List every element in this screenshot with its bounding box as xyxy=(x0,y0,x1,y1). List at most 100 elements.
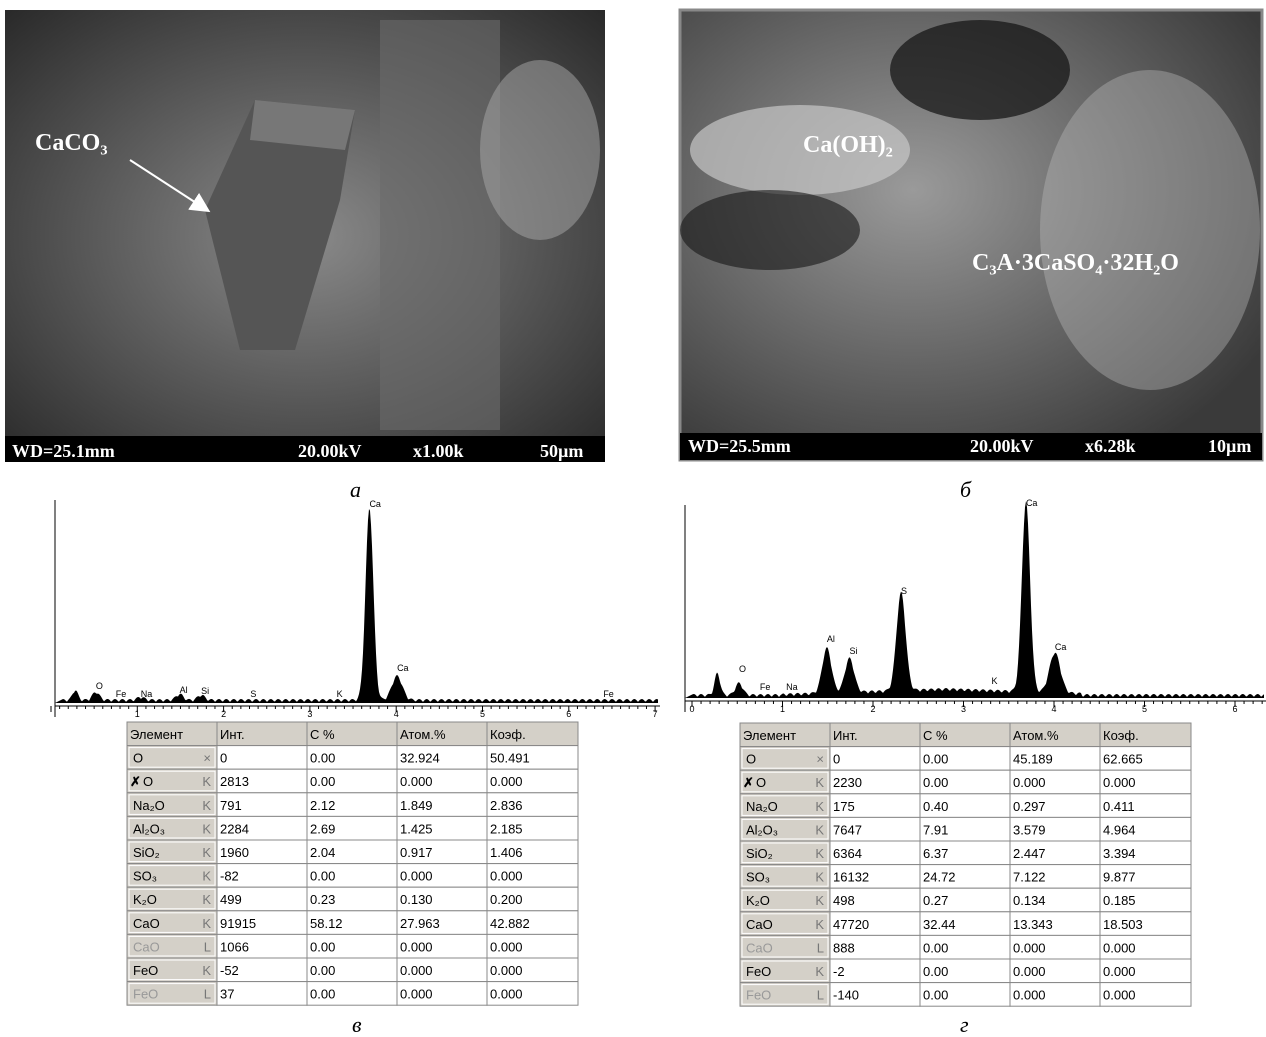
sem-image-b xyxy=(680,10,1262,460)
peak-label: Na xyxy=(786,682,798,692)
tick-label: 2 xyxy=(221,709,226,719)
tick-label: 5 xyxy=(1142,704,1147,714)
table-value: 0.00 xyxy=(310,751,335,766)
image-info: WD=25.5mm xyxy=(688,436,791,456)
element-name: FeO xyxy=(133,987,158,1002)
table-header: Элемент xyxy=(130,727,183,742)
element-name: SiO₂ xyxy=(133,845,160,860)
table-value: 791 xyxy=(220,798,242,813)
table-value: -82 xyxy=(220,869,239,884)
element-name: CaO xyxy=(746,940,773,955)
table-value: 499 xyxy=(220,892,242,907)
peak-label: O xyxy=(96,681,103,691)
table-value: 3.579 xyxy=(1013,822,1046,837)
table-value: 1.425 xyxy=(400,821,433,836)
page: CaCO₃WD=25.1mm20.00kVx1.00k50µmа1234567O… xyxy=(0,0,1266,1037)
element-line: L xyxy=(817,940,824,955)
table-value: 0.000 xyxy=(490,963,523,978)
peak-label: Al xyxy=(827,634,835,644)
table-value: 1.849 xyxy=(400,798,433,813)
peak-label: Al xyxy=(180,685,188,695)
table-value: 50.491 xyxy=(490,751,530,766)
table-value: 45.189 xyxy=(1013,752,1053,767)
tick-label: 2 xyxy=(870,704,875,714)
element-line: K xyxy=(202,798,211,813)
table-value: -140 xyxy=(833,988,859,1003)
table-value: 7.91 xyxy=(923,822,948,837)
peak-label: K xyxy=(992,676,998,686)
table-value: 91915 xyxy=(220,916,256,931)
table-value: 0.23 xyxy=(310,892,335,907)
table-value: 37 xyxy=(220,987,234,1002)
table-value: 7647 xyxy=(833,822,862,837)
table-value: 2.69 xyxy=(310,821,335,836)
element-line: K xyxy=(815,846,824,861)
table-header: Инт. xyxy=(220,727,245,742)
table-value: 0.40 xyxy=(923,799,948,814)
table-value: 2230 xyxy=(833,775,862,790)
tick-label: 4 xyxy=(1051,704,1056,714)
tick-label: 1 xyxy=(780,704,785,714)
table-value: 0.00 xyxy=(923,940,948,955)
table-value: 2.836 xyxy=(490,798,523,813)
tick-label: 7 xyxy=(653,709,658,719)
table-value: 58.12 xyxy=(310,916,343,931)
table-header: Коэф. xyxy=(1103,728,1139,743)
table-value: 18.503 xyxy=(1103,917,1143,932)
table-value: 0.130 xyxy=(400,892,433,907)
table-value: 3.394 xyxy=(1103,846,1136,861)
peak-label: O xyxy=(739,664,746,674)
table-value: 27.963 xyxy=(400,916,440,931)
element-line: K xyxy=(202,774,211,789)
table-value: 2.04 xyxy=(310,845,335,860)
table-value: 0.000 xyxy=(490,987,523,1002)
table-header: Элемент xyxy=(743,728,796,743)
element-line: L xyxy=(204,987,211,1002)
marker-icon: ✗ xyxy=(130,774,141,789)
table-value: 0.000 xyxy=(400,774,433,789)
table-value: 0.00 xyxy=(923,752,948,767)
table-value: 0 xyxy=(220,751,227,766)
table-value: 0.000 xyxy=(1103,964,1136,979)
table-value: 498 xyxy=(833,893,855,908)
table-header: Инт. xyxy=(833,728,858,743)
table-value: 0.000 xyxy=(490,869,523,884)
table-value: 0.000 xyxy=(400,963,433,978)
element-line: K xyxy=(202,845,211,860)
spectrum xyxy=(55,509,658,703)
element-name: Na₂O xyxy=(746,799,778,814)
image-info: x6.28k xyxy=(1085,436,1136,456)
table-value: 0.000 xyxy=(1103,940,1136,955)
table-value: 0.185 xyxy=(1103,893,1136,908)
element-line: L xyxy=(204,939,211,954)
table-value: 6364 xyxy=(833,846,862,861)
element-line: K xyxy=(202,916,211,931)
element-name: CaO xyxy=(746,917,773,932)
table-value: 9.877 xyxy=(1103,870,1136,885)
element-line: × xyxy=(816,752,824,767)
table-header: Атом.% xyxy=(1013,728,1059,743)
tick-label: 3 xyxy=(307,709,312,719)
table-value: 0.297 xyxy=(1013,799,1046,814)
table-value: 0.000 xyxy=(490,774,523,789)
peak-label: Ca xyxy=(1026,498,1038,508)
table-value: 0.00 xyxy=(310,939,335,954)
table-value: -52 xyxy=(220,963,239,978)
table-value: 0.00 xyxy=(923,775,948,790)
image-caption: а xyxy=(350,477,361,502)
sem-image-a xyxy=(5,10,605,462)
tick-label: 3 xyxy=(961,704,966,714)
image-info: 20.00kV xyxy=(970,436,1034,456)
table-value: 0.00 xyxy=(310,869,335,884)
table-value: 0.000 xyxy=(1103,775,1136,790)
peak-label: Ca xyxy=(369,499,381,509)
peak-label: Na xyxy=(141,689,153,699)
table-value: 175 xyxy=(833,799,855,814)
element-name: O xyxy=(133,751,143,766)
table-value: 0.27 xyxy=(923,893,948,908)
element-line: K xyxy=(202,963,211,978)
table-value: 0.411 xyxy=(1103,799,1135,814)
table-value: 7.122 xyxy=(1013,870,1046,885)
table-value: 47720 xyxy=(833,917,869,932)
image-label: Ca(OH)₂ xyxy=(803,132,893,158)
